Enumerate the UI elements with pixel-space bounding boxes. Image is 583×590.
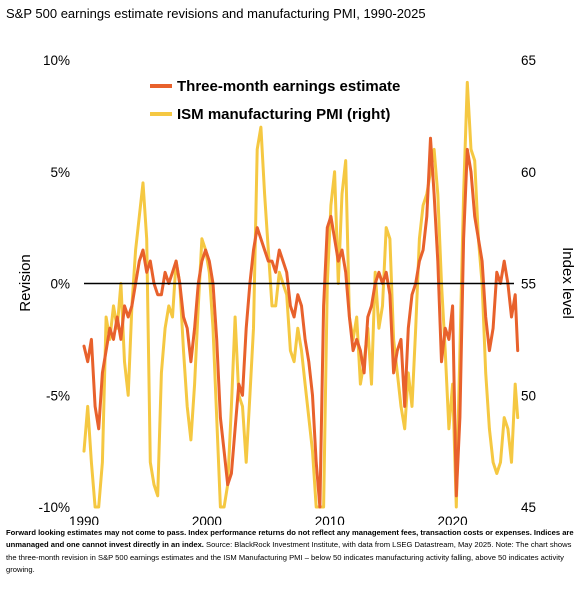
- y2-tick-label: 65: [521, 53, 536, 68]
- footnote-source: Source: BlackRock Investment Institute, …: [6, 540, 572, 575]
- y2-tick-label: 60: [521, 165, 536, 180]
- x-axis-ticks: 1990 2000 2010 2020: [69, 514, 468, 525]
- chart-title: S&P 500 earnings estimate revisions and …: [6, 6, 426, 21]
- y-tick-label: -10%: [38, 500, 70, 515]
- legend-label-earnings: Three-month earnings estimate: [177, 78, 400, 95]
- series-line-pmi: [82, 80, 520, 509]
- footnote: Forward looking estimates may not come t…: [6, 527, 578, 577]
- legend-label-pmi: ISM manufacturing PMI (right): [177, 106, 390, 123]
- plot-area: [82, 80, 520, 509]
- y-tick-label: 10%: [43, 53, 70, 68]
- y2-tick-label: 50: [521, 388, 536, 403]
- x-tick-label: 2020: [438, 514, 468, 525]
- legend: Three-month earnings estimate ISM manufa…: [150, 78, 400, 123]
- series-line-earnings: [82, 136, 520, 509]
- y-axis-label: Revision: [17, 254, 34, 312]
- x-tick-label: 1990: [69, 514, 99, 525]
- y-axis-left-ticks: 10% 5% 0% -5% -10%: [38, 53, 70, 515]
- y-tick-label: 0%: [50, 277, 70, 292]
- y-tick-label: 5%: [50, 165, 70, 180]
- y2-axis-label: Index level: [559, 247, 576, 319]
- x-tick-label: 2000: [192, 514, 222, 525]
- y2-tick-label: 45: [521, 500, 536, 515]
- chart: 10% 5% 0% -5% -10% 65 60 55 50 45 1990 2000 2010 20…: [17, 53, 576, 525]
- y2-tick-label: 55: [521, 277, 536, 292]
- y-axis-right-ticks: 65 60 55 50 45: [521, 53, 536, 515]
- footnote-disclaimer: Forward looking estimates may not come t…: [6, 528, 574, 550]
- x-tick-label: 2010: [315, 514, 345, 525]
- y-tick-label: -5%: [46, 388, 70, 403]
